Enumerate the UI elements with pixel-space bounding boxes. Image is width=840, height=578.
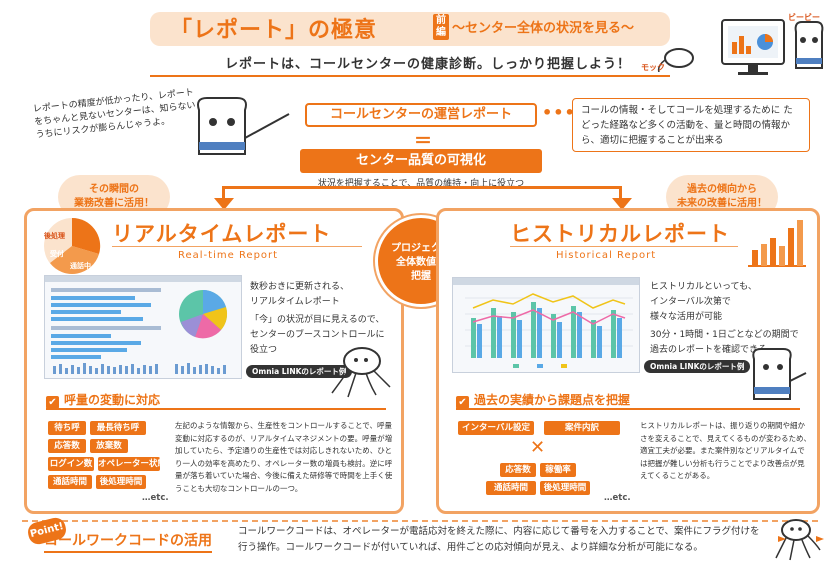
metric-tag: 放棄数 bbox=[90, 439, 128, 453]
historical-description: ヒストリカルといっても、 インターバル次第で 様々な活用が可能 30分・1時間・… bbox=[650, 280, 816, 358]
metric-tag: 応答数 bbox=[48, 439, 86, 453]
realtime-report-screenshot bbox=[44, 275, 242, 379]
desc-line: 様々な活用が可能 bbox=[650, 312, 723, 322]
etc-label: …etc. bbox=[142, 493, 169, 503]
char-name-mock: モック bbox=[641, 63, 665, 72]
realtime-caption: Omnia LINKのレポート例 bbox=[246, 365, 353, 378]
bear-holding-chart-illustration bbox=[752, 348, 807, 400]
historical-chart-graphic bbox=[453, 278, 639, 368]
desc-line: 過去のレポートを確認できる bbox=[650, 345, 767, 355]
metric-tag: 応答数 bbox=[500, 463, 536, 477]
octopus-with-flags-illustration bbox=[775, 519, 824, 561]
title-banner bbox=[150, 12, 670, 46]
checkbox-icon: ✔ bbox=[46, 396, 59, 409]
branch-connector bbox=[222, 186, 622, 200]
equal-sign: ＝ bbox=[414, 131, 432, 152]
realtime-title-rule bbox=[112, 246, 362, 247]
desc-line: センターのブースコントロールに bbox=[250, 330, 385, 340]
mouse-character-icon bbox=[657, 48, 694, 72]
historical-explanation: ヒストリカルレポートは、振り返りの期間や細かさを変えることで、見えてくるものが変… bbox=[640, 421, 811, 480]
bubble-line: 未来の改善に活用！ bbox=[677, 198, 767, 209]
checkbox-icon: ✔ bbox=[456, 396, 469, 409]
desc-line: リアルタイムレポート bbox=[250, 297, 340, 307]
desc-line: インターバル次第で bbox=[650, 297, 731, 307]
call-workcode-section bbox=[22, 520, 818, 568]
part-badge: 前編 bbox=[433, 14, 449, 40]
call-workcode-title: コールワークコードの活用 bbox=[44, 530, 212, 553]
metric-tag: インターバル設定 bbox=[458, 421, 534, 435]
handwritten-note: レポートの精度が低かったり、レポートをちゃんと見ないセンターは、知らないうちにリ… bbox=[32, 87, 197, 141]
desc-line: 「今」の状況が目に見えるので、 bbox=[250, 315, 385, 325]
historical-subtitle: Historical Report bbox=[556, 250, 657, 261]
quality-visualization-note: 状況を把握することで、品質の維持・向上に役立つ bbox=[317, 179, 525, 189]
metric-tag: 後処理時間 bbox=[96, 475, 146, 489]
historical-report-screenshot bbox=[452, 277, 640, 373]
historical-title: ヒストリカルレポート bbox=[510, 222, 730, 246]
realtime-subtitle: Real-time Report bbox=[178, 250, 279, 261]
page-title: 「レポート」の極意 bbox=[170, 18, 378, 43]
realtime-title: リアルタイムレポート bbox=[112, 222, 332, 246]
report-info-box: コールの情報・そしてコールを処理するために たどった経路など多くの活動を、量と時… bbox=[572, 98, 810, 152]
metric-tag: ログイン数 bbox=[48, 457, 94, 471]
bubble-line: 業務改善に活用！ bbox=[74, 198, 154, 209]
cross-icon: ✕ bbox=[530, 437, 546, 458]
page-subtitle: 〜センター全体の状況を見る〜 bbox=[452, 21, 635, 36]
historical-caption: Omnia LINKのレポート例 bbox=[644, 360, 751, 373]
lead-text: レポートは、コールセンターの健康診断。しっかり把握しよう！ bbox=[225, 57, 632, 72]
historical-bar-chart-icon bbox=[748, 220, 806, 267]
circle-line: 把握 bbox=[411, 271, 431, 282]
etc-label: …etc. bbox=[604, 493, 631, 503]
desc-line: 30分・1時間・1日ごとなどの期間で bbox=[650, 330, 799, 340]
realtime-section-heading: ✔ 呼量の変動に対応 bbox=[46, 392, 386, 410]
metric-tag: 後処理時間 bbox=[540, 481, 590, 495]
desc-line: ヒストリカルといっても、 bbox=[650, 282, 757, 292]
desc-line: 役立つ bbox=[250, 345, 278, 355]
section-label: 呼量の変動に対応 bbox=[64, 393, 161, 407]
char-name-bb: ビービー bbox=[788, 12, 820, 22]
desc-line: 数秒おきに更新される、 bbox=[250, 282, 350, 292]
bear-pointing-illustration bbox=[197, 97, 290, 155]
metric-tag: 稼働率 bbox=[540, 463, 576, 477]
circle-line: プロジェクト bbox=[391, 243, 451, 254]
section-label: 過去の実績から課題点を把握 bbox=[474, 393, 631, 407]
pie-label: 後処理 bbox=[43, 231, 65, 240]
bubble-line: その瞬間の bbox=[89, 184, 139, 195]
circle-line: 全体数値の bbox=[396, 257, 446, 268]
arrow-down-left-icon bbox=[214, 198, 234, 210]
realtime-pie-chart: 後処理 受付 通話中 bbox=[43, 217, 101, 274]
quality-visualization-box: センター品質の可視化 bbox=[300, 149, 542, 173]
metric-tag: 通話時間 bbox=[486, 481, 536, 495]
pie-label: 通話中 bbox=[70, 261, 91, 270]
metric-tag: 待ち呼 bbox=[48, 421, 86, 435]
metric-tag: 案件内訳 bbox=[544, 421, 620, 435]
call-workcode-text: コールワークコードは、オペレーターが電話応対を終えた際に、内容に応じて番号を入力… bbox=[238, 526, 760, 553]
pie-label: 受付 bbox=[50, 249, 64, 258]
realtime-description: 数秒おきに更新される、 リアルタイムレポート 「今」の状況が目に見えるので、 セ… bbox=[250, 280, 400, 358]
bubble-line: 過去の傾向から bbox=[687, 184, 757, 195]
metric-tag: 通話時間 bbox=[48, 475, 92, 489]
bear-with-monitor-illustration: ビービー bbox=[721, 12, 824, 75]
metric-tag: 最長待ち呼 bbox=[90, 421, 146, 435]
operation-report-box: コールセンターの運営レポート bbox=[305, 103, 537, 127]
octopus-mascot-illustration bbox=[331, 347, 391, 398]
metric-tag: オペレーター状態 bbox=[98, 457, 167, 471]
historical-section-heading: ✔ 過去の実績から課題点を把握 bbox=[456, 392, 800, 410]
arrow-down-right-icon bbox=[612, 198, 632, 210]
historical-title-rule bbox=[510, 246, 738, 247]
realtime-dashboard-graphic bbox=[45, 276, 241, 374]
realtime-explanation: 左記のような情報から、生産性をコントロールすることで、呼量変動に対応するのが、リ… bbox=[175, 421, 393, 493]
lead-underline bbox=[150, 75, 670, 77]
